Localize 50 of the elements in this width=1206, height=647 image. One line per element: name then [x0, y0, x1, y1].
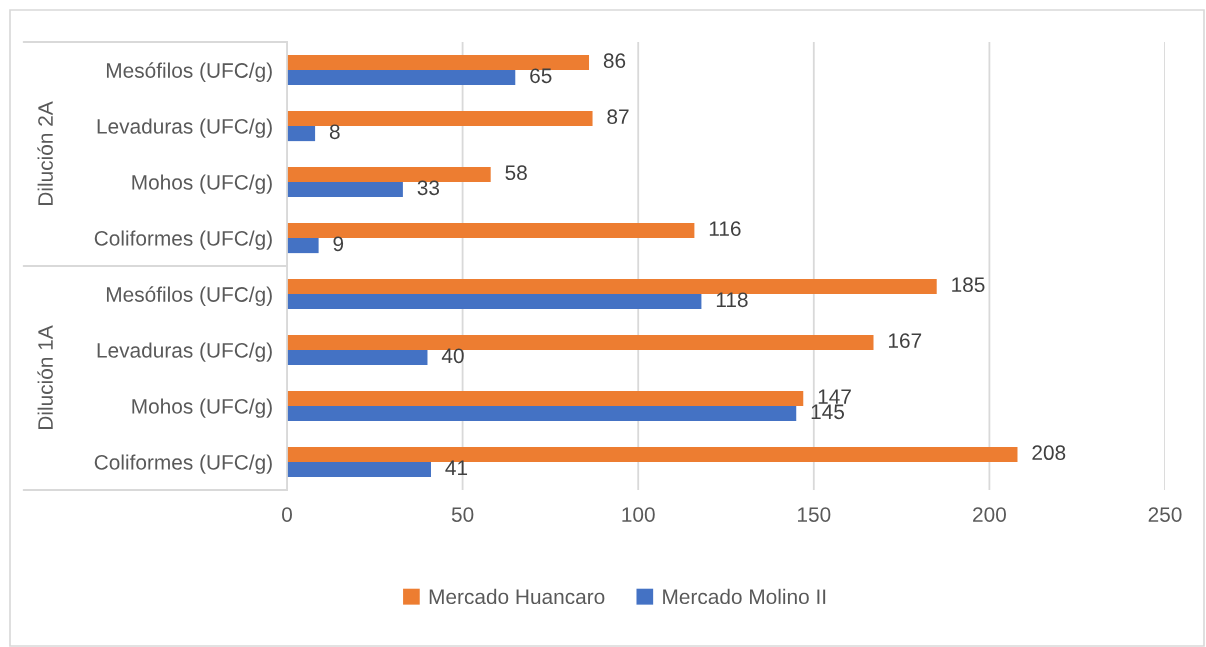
bar	[287, 334, 874, 350]
bar	[287, 406, 797, 422]
data-label: 185	[952, 277, 985, 293]
data-label: 9	[333, 236, 344, 252]
x-tick-label: 100	[622, 507, 655, 522]
data-label: 40	[441, 348, 464, 364]
y-tick-label: Levaduras (UFC/g)	[97, 118, 272, 138]
y-tick-label: Mesófilos (UFC/g)	[106, 62, 272, 82]
bar	[287, 390, 804, 406]
bar	[287, 110, 593, 126]
bar	[287, 238, 319, 254]
data-label: 208	[1032, 445, 1066, 461]
text: Dilución 1A	[37, 325, 53, 429]
y-tick-label: Levaduras (UFC/g)	[97, 342, 272, 362]
data-label: 145	[811, 404, 845, 420]
y-tick-label: Coliformes (UFC/g)	[94, 230, 272, 250]
data-label: 65	[530, 68, 552, 84]
x-tick-label: 150	[798, 507, 831, 522]
text: Dilución 2A	[37, 101, 53, 205]
bar	[287, 350, 428, 366]
data-label: 147	[818, 389, 851, 404]
bar	[287, 182, 403, 198]
bar	[287, 126, 316, 142]
y-tick-label: Mohos (UFC/g)	[132, 398, 272, 418]
data-label: 116	[709, 221, 741, 237]
bar	[287, 54, 590, 70]
x-tick-label: 250	[1148, 507, 1182, 522]
data-label: 41	[445, 460, 468, 475]
bar	[287, 166, 491, 182]
legend-label: Mercado Huancaro	[429, 588, 605, 605]
data-label: 33	[417, 180, 440, 196]
bar	[287, 222, 695, 238]
data-label: 8	[329, 124, 340, 140]
data-label: 58	[505, 165, 527, 181]
bar	[287, 278, 937, 294]
x-tick-label: 0	[282, 507, 292, 522]
data-label: 87	[607, 109, 629, 125]
x-tick-label: 50	[451, 507, 474, 522]
y-tick-label: Mesófilos (UFC/g)	[106, 286, 272, 306]
data-label: 86	[603, 53, 626, 69]
bar	[287, 446, 1018, 462]
x-tick-label: 200	[973, 507, 1006, 522]
bar	[287, 294, 702, 310]
bar	[287, 70, 516, 86]
y-tick-label: Coliformes (UFC/g)	[94, 454, 272, 474]
data-label: 167	[888, 333, 922, 349]
y-tick-label: Mohos (UFC/g)	[132, 174, 272, 194]
bar	[287, 462, 431, 478]
legend-label: Mercado Molino II	[663, 588, 826, 605]
data-label: 118	[716, 292, 748, 308]
